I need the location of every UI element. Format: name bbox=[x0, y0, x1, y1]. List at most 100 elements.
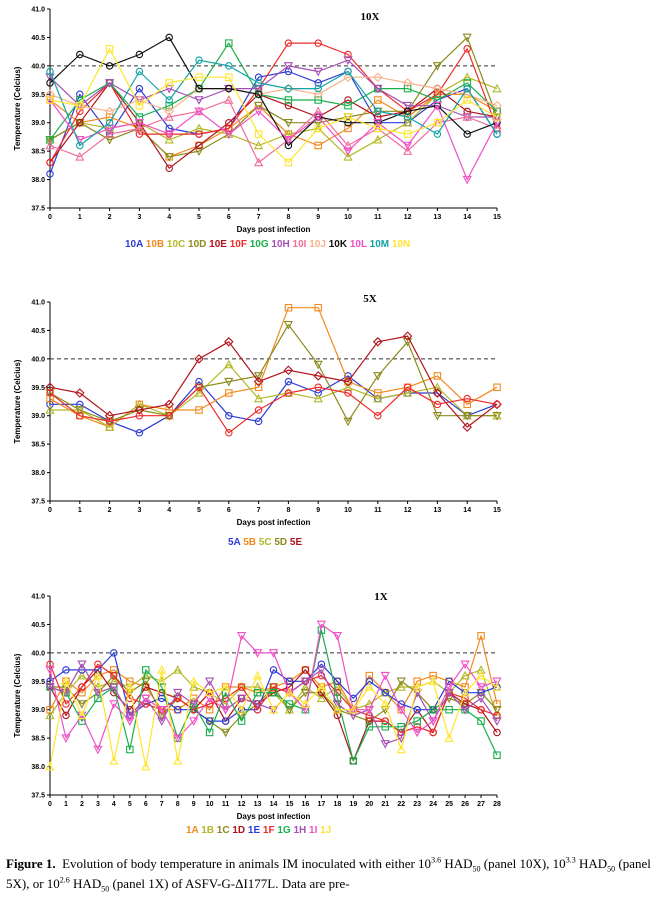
y-axis-title: Temperature (Celcius) bbox=[13, 66, 22, 150]
data-point-5a bbox=[433, 389, 442, 397]
legend-entry-5e: 5E bbox=[290, 537, 303, 548]
x-tick-label: 12 bbox=[238, 801, 246, 808]
y-tick-label: 38.0 bbox=[31, 177, 45, 184]
series-10j bbox=[45, 72, 502, 117]
data-point-1a bbox=[126, 677, 134, 686]
data-point-10f bbox=[433, 90, 442, 99]
data-point-10e bbox=[284, 101, 293, 110]
data-point-1e bbox=[110, 649, 118, 657]
data-point-1e bbox=[349, 694, 358, 703]
data-point-1j bbox=[284, 687, 295, 697]
x-axis-title: Days post infection bbox=[237, 518, 311, 527]
data-point-1j bbox=[396, 744, 406, 754]
y-tick-label: 37.5 bbox=[31, 499, 45, 506]
data-point-1c bbox=[492, 705, 502, 715]
data-point-5b bbox=[493, 383, 501, 392]
legend-entry-5a: 5A bbox=[228, 537, 243, 548]
data-point-1f bbox=[477, 705, 485, 714]
data-point-1j bbox=[109, 756, 119, 765]
data-point-10i bbox=[462, 112, 472, 121]
data-point-10a bbox=[76, 90, 84, 99]
data-point-5e bbox=[75, 388, 85, 398]
data-point-1c bbox=[220, 728, 231, 738]
data-point-1e bbox=[477, 688, 485, 697]
data-point-1f bbox=[381, 717, 389, 725]
data-point-10i bbox=[253, 157, 264, 167]
data-point-10m bbox=[403, 113, 412, 121]
data-point-1a bbox=[461, 683, 469, 691]
data-point-10n bbox=[463, 96, 471, 104]
data-point-1e bbox=[413, 705, 421, 714]
data-point-5e bbox=[224, 337, 234, 347]
data-point-10n bbox=[225, 73, 233, 81]
y-tick-label: 40.5 bbox=[31, 328, 45, 335]
data-point-1e bbox=[333, 677, 342, 686]
data-point-10f bbox=[225, 124, 233, 133]
data-point-10n bbox=[165, 79, 173, 87]
data-point-10a bbox=[165, 124, 173, 133]
caption-text-3: (panel 5X), or 10 bbox=[6, 856, 651, 891]
data-point-10k bbox=[403, 107, 412, 116]
series-5d bbox=[45, 320, 502, 427]
x-tick-label: 13 bbox=[254, 801, 262, 808]
x-tick-label: 2 bbox=[108, 214, 112, 221]
data-point-1h bbox=[444, 688, 454, 698]
x-tick-label: 14 bbox=[270, 801, 278, 808]
data-point-10l bbox=[164, 130, 174, 139]
data-point-5d bbox=[313, 360, 323, 370]
series-10e bbox=[46, 79, 501, 172]
data-point-5e bbox=[432, 388, 443, 398]
data-point-10e bbox=[374, 113, 382, 121]
y-tick-label: 40.0 bbox=[31, 63, 45, 70]
legend-entry-10n: 10N bbox=[392, 239, 410, 250]
x-tick-label: 10 bbox=[344, 507, 352, 514]
x-tick-label: 8 bbox=[286, 214, 290, 221]
data-point-1h bbox=[93, 688, 103, 698]
data-point-1b bbox=[252, 682, 263, 691]
data-point-1j bbox=[252, 670, 263, 680]
y-tick-label: 40.5 bbox=[31, 622, 45, 629]
chart-panel-5x: 37.538.038.539.039.540.040.541.00 1 2 3 4 5 6 7… bbox=[13, 293, 502, 548]
data-point-10l bbox=[194, 107, 204, 117]
x-tick-label: 18 bbox=[333, 801, 341, 808]
x-tick-label: 13 bbox=[434, 214, 442, 221]
data-point-1j bbox=[380, 699, 390, 708]
data-point-5b bbox=[344, 377, 352, 386]
data-point-5d bbox=[462, 411, 472, 421]
data-point-1i bbox=[332, 632, 342, 641]
series-1j bbox=[45, 665, 502, 771]
data-point-10c bbox=[402, 117, 413, 127]
legend-entry-1i: 1I bbox=[309, 825, 320, 836]
series-line-10i bbox=[49, 99, 498, 164]
x-tick-label: 7 bbox=[257, 507, 261, 514]
series-line-5f bbox=[49, 386, 498, 434]
data-point-10h bbox=[164, 84, 174, 94]
data-point-5d bbox=[75, 406, 85, 415]
data-point-1b bbox=[173, 665, 183, 674]
data-point-1i bbox=[157, 705, 167, 715]
x-tick-label: 8 bbox=[176, 801, 180, 808]
series-line-1g bbox=[49, 629, 498, 762]
data-point-5b bbox=[195, 406, 203, 414]
data-point-5f bbox=[374, 411, 382, 420]
data-point-10n bbox=[493, 113, 501, 121]
data-point-1j bbox=[428, 676, 438, 686]
y-tick-label: 38.5 bbox=[31, 149, 45, 156]
y-tick-label: 41.0 bbox=[31, 7, 45, 14]
series-5b bbox=[46, 303, 501, 431]
legend: 1A 1B 1C 1D 1E 1F 1G 1H 1I 1J bbox=[186, 825, 331, 836]
x-tick-label: 24 bbox=[429, 801, 437, 808]
data-point-5c bbox=[253, 393, 264, 403]
data-point-1f bbox=[62, 700, 70, 708]
series-10k bbox=[46, 33, 501, 150]
x-tick-label: 15 bbox=[493, 214, 501, 221]
data-point-1d bbox=[493, 728, 501, 737]
data-point-10g bbox=[403, 84, 412, 93]
caption-exp-3: 2.6 bbox=[59, 875, 70, 885]
data-point-1g bbox=[445, 705, 453, 714]
caption-exp-1: 3.6 bbox=[431, 855, 442, 865]
data-point-1e bbox=[205, 717, 214, 725]
x-tick-label: 0 bbox=[48, 801, 52, 808]
data-point-10g bbox=[314, 96, 322, 104]
caption-unit-1: HAD bbox=[444, 856, 473, 871]
